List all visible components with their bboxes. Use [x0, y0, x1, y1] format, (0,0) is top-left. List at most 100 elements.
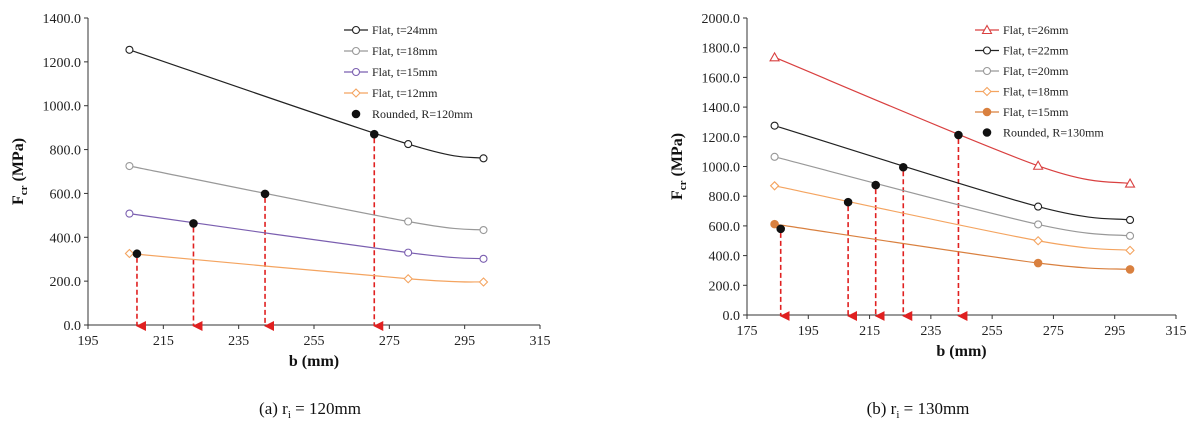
y-axis-title-main: F [669, 190, 686, 200]
legend-entry: Flat, t=15mm [1003, 105, 1069, 119]
series-line [774, 156, 1131, 237]
series-line [129, 213, 484, 260]
y-tick-label: 800.0 [50, 144, 82, 159]
y-tick-label: 1000.0 [702, 161, 741, 176]
legend-swatch-marker [982, 107, 992, 117]
y-tick-label: 600.0 [709, 220, 741, 235]
x-tick-label: 315 [1166, 324, 1187, 339]
y-axis-title-sub: cr [677, 180, 689, 190]
x-tick-label: 275 [379, 334, 400, 349]
figure-caption: (b) ri = 130mm [867, 399, 970, 421]
legend-entry: Flat, t=22mm [1003, 44, 1069, 58]
series-point [1125, 245, 1135, 256]
legend-entry: Flat, t=24mm [372, 23, 438, 37]
series-point [1125, 265, 1135, 274]
caption-subscript: i [896, 409, 899, 421]
series-point [769, 181, 780, 191]
x-tick-label: 215 [153, 334, 174, 349]
caption-prefix: (a) r [259, 399, 288, 418]
y-tick-label: 400.0 [709, 250, 741, 265]
series-point [479, 225, 488, 235]
legend-entry: Flat, t=26mm [1003, 23, 1069, 37]
series-point [125, 161, 134, 171]
legend-swatch-marker [982, 86, 992, 97]
chart-b: 0.0 200.0 400.0 600.0 800.0 1000.0 1200.0 1400.… [669, 12, 1187, 421]
rounded-point [843, 197, 853, 207]
x-tick-label: 215 [859, 324, 880, 339]
series-point [770, 121, 779, 130]
x-tick-label: 255 [982, 324, 1003, 339]
series-point [125, 209, 134, 218]
y-tick-label: 200.0 [50, 275, 82, 290]
rounded-point [132, 249, 142, 259]
x-tick-label: 295 [1104, 324, 1125, 339]
legend-entry: Flat, t=12mm [372, 86, 438, 100]
legend-entry: Rounded, R=120mm [372, 107, 473, 121]
series-point [404, 217, 413, 226]
series-line [774, 223, 1131, 271]
series-point [479, 154, 488, 163]
series-line [774, 125, 1131, 221]
y-tick-label: 0.0 [64, 319, 82, 334]
rounded-point [776, 224, 786, 234]
series-point [403, 273, 413, 284]
y-tick-label: 1200.0 [702, 131, 741, 146]
x-axis-title: b (mm) [289, 353, 339, 370]
rounded-point [369, 129, 379, 139]
y-tick-label: 2000.0 [702, 12, 741, 27]
x-tick-label: 295 [454, 334, 475, 349]
series-point [1034, 202, 1043, 211]
caption-subscript: i [288, 409, 291, 421]
rounded-point [898, 162, 908, 172]
series-point [1033, 235, 1043, 246]
legend-swatch-marker [982, 46, 992, 55]
x-tick-label: 235 [920, 324, 941, 339]
series-line [129, 49, 484, 159]
legend-swatch-marker [351, 67, 361, 77]
y-tick-label: 200.0 [709, 279, 741, 294]
series-line [774, 185, 1131, 251]
legend-entry: Rounded, R=130mm [1003, 126, 1104, 140]
series-line [129, 252, 484, 283]
legend-entry: Flat, t=18mm [1003, 85, 1069, 99]
y-axis-title-unit: (MPa) [669, 133, 686, 177]
rounded-point [260, 189, 270, 199]
legend-swatch-marker [351, 46, 361, 56]
x-tick-label: 275 [1043, 324, 1064, 339]
rounded-point [954, 130, 963, 140]
legend-entry: Flat, t=15mm [372, 65, 438, 79]
x-tick-label: 315 [530, 334, 551, 349]
y-axis-title-sub: cr [18, 185, 30, 195]
series-point [125, 45, 134, 54]
series-point [1125, 215, 1135, 225]
series-point [1032, 160, 1044, 170]
x-axis-title: b (mm) [936, 343, 986, 360]
legend-swatch-marker [982, 66, 992, 76]
series-point [404, 248, 413, 257]
x-tick-label: 175 [737, 324, 758, 339]
series-line [774, 56, 1131, 185]
legend-entry: Flat, t=18mm [372, 44, 438, 58]
legend-swatch-marker [351, 25, 361, 35]
y-tick-label: 600.0 [50, 187, 82, 202]
legend-entry: Flat, t=20mm [1003, 64, 1069, 78]
series-point [479, 254, 488, 263]
y-axis-title: Fcr (MPa) [10, 138, 30, 205]
y-tick-label: 1400.0 [702, 101, 741, 116]
legend-swatch-marker [351, 88, 361, 98]
x-tick-label: 195 [798, 324, 819, 339]
caption-suffix: = 130mm [899, 399, 969, 418]
series-point [770, 219, 779, 229]
y-tick-label: 1400.0 [43, 12, 82, 27]
y-tick-label: 1000.0 [43, 100, 82, 115]
y-axis-title-unit: (MPa) [10, 138, 27, 182]
chart-a: 0.0 200.0 400.0 600.0 800.0 1000.0 1200.0 1400.… [10, 12, 551, 421]
series-point [1124, 177, 1136, 188]
series-point [770, 152, 779, 161]
figure-caption: (a) ri = 120mm [259, 399, 361, 421]
caption-suffix: = 120mm [291, 399, 361, 418]
y-tick-label: 1800.0 [702, 42, 741, 57]
caption-prefix: (b) r [867, 399, 897, 418]
series-line [129, 165, 484, 231]
